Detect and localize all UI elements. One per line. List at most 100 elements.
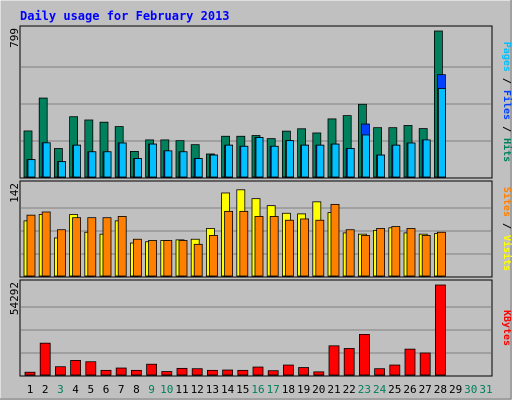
- x-tick-label-5: 5: [87, 383, 94, 396]
- kbytes-bar-13: [206, 369, 218, 376]
- sites-bar-1: [26, 214, 36, 277]
- x-tick-label-11: 11: [175, 383, 188, 396]
- pages-bar-17: [270, 145, 279, 178]
- pages-bar-8: [133, 158, 142, 178]
- x-tick-label-7: 7: [118, 383, 125, 396]
- x-tick-label-9: 9: [148, 383, 155, 396]
- kbytes-bar-10: [161, 371, 173, 376]
- sites-bar-16: [254, 216, 264, 277]
- kbytes-bar-18: [282, 364, 294, 376]
- sites-bar-21: [330, 203, 340, 277]
- x-tick-label-10: 10: [160, 383, 173, 396]
- x-tick-label-17: 17: [267, 383, 280, 396]
- kbytes-bar-16: [252, 366, 264, 376]
- pages-bar-26: [407, 142, 416, 178]
- sites-bar-12: [193, 243, 203, 277]
- kbytes-bar-7: [115, 367, 127, 376]
- bottom-panel: 54292 KBytes: [8, 279, 512, 377]
- sites-bar-13: [208, 235, 218, 277]
- sites-bar-19: [300, 218, 310, 277]
- x-tick-label-31: 31: [479, 383, 492, 396]
- x-axis-labels: 1 2 3 4 5 6 7 8 9 10 11 12 13 14 15 16 17 18 19 20 21 22 23 24 2…: [27, 383, 493, 396]
- sites-bar-5: [87, 217, 97, 277]
- x-tick-label-20: 20: [312, 383, 325, 396]
- pages-bar-4: [73, 144, 81, 178]
- top-legend-part-1: Pages: [501, 42, 512, 72]
- kbytes-bar-4: [70, 360, 81, 376]
- top-ymax-label: 799: [8, 28, 21, 48]
- x-tick-label-2: 2: [42, 383, 49, 396]
- sites-bar-10: [163, 240, 173, 277]
- kbytes-bar-21: [328, 345, 340, 376]
- pages-bar-3: [58, 161, 66, 178]
- sites-bar-6: [102, 217, 112, 277]
- top-legend-part-5: Hits: [501, 138, 512, 162]
- x-tick-label-28: 28: [434, 383, 447, 396]
- kbytes-bar-15: [237, 369, 249, 376]
- pages-bar-1: [27, 159, 36, 178]
- sites-bar-20: [315, 219, 325, 277]
- pages-bar-16: [255, 137, 264, 178]
- kbytes-bar-24: [374, 368, 386, 376]
- sites-bar-17: [269, 216, 279, 277]
- x-tick-label-4: 4: [72, 383, 79, 396]
- pages-bar-11: [179, 151, 188, 178]
- kbytes-bar-3: [55, 366, 66, 376]
- bottom-legend-part-1: KBytes: [501, 310, 512, 346]
- x-tick-label-15: 15: [236, 383, 249, 396]
- kbytes-bar-25: [389, 364, 401, 376]
- chart-panels: 799 Pages / Files / Hits 142 Sites / Visits…: [8, 25, 512, 377]
- middle-legend-part-2: /: [501, 217, 512, 235]
- pages-bar-7: [118, 142, 127, 178]
- sites-bar-25: [391, 226, 401, 277]
- x-tick-label-6: 6: [103, 383, 110, 396]
- middle-legend-part-3: Visits: [501, 235, 512, 271]
- kbytes-bar-1: [24, 371, 36, 376]
- x-tick-label-13: 13: [206, 383, 219, 396]
- kbytes-bar-19: [298, 367, 310, 376]
- sites-bar-14: [224, 210, 234, 277]
- bottom-legend: KBytes: [501, 310, 512, 346]
- top-legend-part-2: /: [501, 72, 512, 90]
- sites-bar-3: [57, 229, 66, 277]
- sites-bar-26: [406, 228, 416, 277]
- middle-panel: 142 Sites / Visits: [8, 180, 512, 278]
- sites-bar-7: [117, 216, 127, 277]
- middle-legend-part-1: Sites: [501, 187, 512, 217]
- pages-bar-27: [422, 139, 431, 178]
- pages-bar-13: [209, 154, 218, 178]
- x-tick-label-26: 26: [403, 383, 416, 396]
- middle-ymax-label: 142: [8, 183, 21, 203]
- x-tick-label-21: 21: [327, 383, 340, 396]
- x-tick-label-30: 30: [464, 383, 477, 396]
- x-tick-label-16: 16: [251, 383, 264, 396]
- sites-bar-27: [421, 235, 431, 277]
- sites-bar-22: [345, 229, 355, 277]
- sites-bar-8: [132, 238, 142, 277]
- pages-bar-15: [240, 145, 249, 178]
- pages-bar-24: [377, 154, 386, 178]
- sites-bar-4: [72, 217, 81, 277]
- kbytes-bar-28: [434, 284, 446, 376]
- kbytes-bar-5: [85, 361, 97, 376]
- x-tick-label-12: 12: [191, 383, 204, 396]
- kbytes-bar-12: [191, 368, 203, 376]
- kbytes-bar-11: [176, 367, 188, 376]
- kbytes-bar-23: [358, 333, 370, 376]
- x-tick-label-27: 27: [419, 383, 432, 396]
- sites-bar-9: [148, 240, 158, 277]
- x-tick-label-14: 14: [221, 383, 235, 396]
- top-legend-part-3: Files: [501, 90, 512, 120]
- pages-bar-18: [285, 140, 294, 178]
- kbytes-bar-26: [404, 348, 416, 376]
- pages-bar-5: [88, 151, 97, 178]
- pages-bar-20: [316, 144, 325, 178]
- sites-bar-18: [284, 219, 294, 277]
- pages-bar-19: [301, 144, 310, 178]
- kbytes-bar-17: [267, 370, 279, 376]
- top-panel: 799 Pages / Files / Hits: [8, 25, 512, 179]
- top-legend: Pages / Files / Hits: [501, 42, 512, 162]
- pages-bar-22: [346, 148, 355, 178]
- pages-bar-12: [194, 158, 203, 178]
